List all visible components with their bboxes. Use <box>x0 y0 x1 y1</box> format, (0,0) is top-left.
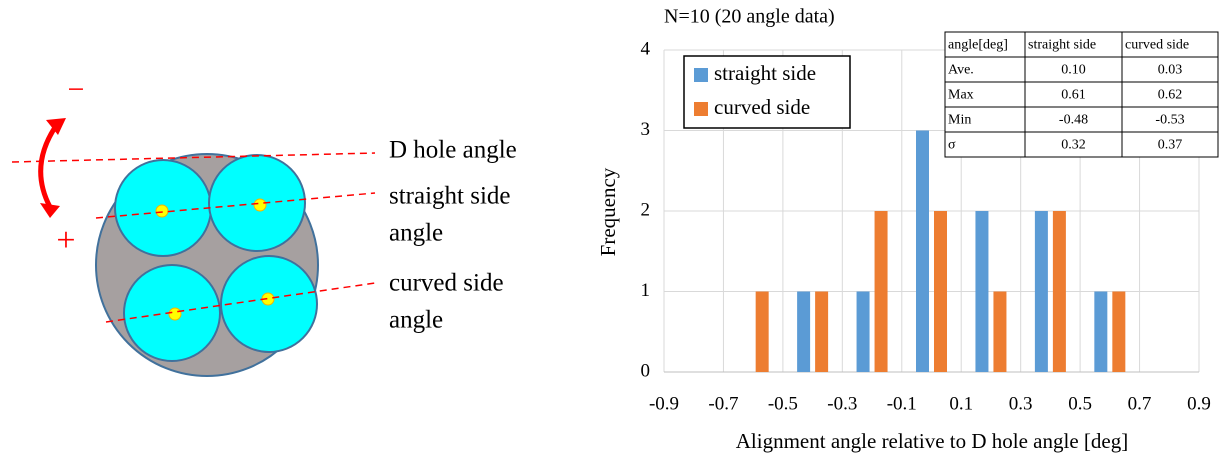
rotation-arrow <box>38 121 61 209</box>
x-tick-label: -0.3 <box>827 393 857 414</box>
bar <box>874 211 888 372</box>
table-cell: -0.53 <box>1155 113 1184 128</box>
bar <box>993 291 1007 372</box>
table-cell: 0.32 <box>1061 138 1086 153</box>
minus-sign: − <box>68 73 85 106</box>
plus-sign: + <box>56 222 75 259</box>
bar <box>856 291 870 372</box>
core <box>155 204 169 218</box>
curved-line <box>105 282 376 323</box>
legend-swatch <box>694 68 708 82</box>
d-hole-line <box>11 152 376 163</box>
bar <box>1052 211 1066 372</box>
legend-label: straight side <box>714 61 816 85</box>
table-cell: straight side <box>1028 38 1096 53</box>
x-axis-label: Alignment angle relative to D hole angle… <box>736 429 1128 453</box>
table-cell: -0.48 <box>1059 113 1088 128</box>
table-cell: angle[deg] <box>948 38 1008 53</box>
y-tick-label: 3 <box>641 119 651 140</box>
y-axis-label: Frequency <box>596 167 620 256</box>
x-tick-label: -0.1 <box>887 393 917 414</box>
table-cell: 0.61 <box>1061 88 1086 103</box>
bar <box>975 211 989 372</box>
bar <box>934 211 947 372</box>
table-cell: Ave. <box>948 63 974 78</box>
x-tick-label: -0.9 <box>649 393 679 414</box>
y-tick-label: 4 <box>641 38 651 59</box>
legend-box <box>683 55 851 129</box>
table-cell: curved side <box>1125 38 1189 53</box>
label: curved side <box>389 270 504 297</box>
x-tick-label: 0.5 <box>1068 393 1092 414</box>
table-cell: σ <box>948 138 956 153</box>
label: D hole angle <box>389 137 517 164</box>
bar <box>755 291 769 372</box>
straight-line <box>95 192 376 219</box>
bar <box>916 130 929 372</box>
core <box>253 198 267 212</box>
legend-label: curved side <box>714 95 810 119</box>
x-tick-label: 0.9 <box>1187 393 1211 414</box>
label: angle <box>389 220 443 247</box>
table-cell: Min <box>948 113 971 128</box>
label: straight side <box>389 183 511 210</box>
table-cell: 0.10 <box>1061 63 1086 78</box>
x-tick-label: -0.5 <box>768 393 798 414</box>
table-cell: 0.03 <box>1158 63 1183 78</box>
label: angle <box>389 307 443 334</box>
table-cell: 0.37 <box>1158 138 1183 153</box>
bar <box>1034 211 1048 372</box>
table-cell: Max <box>948 88 974 103</box>
bar <box>1112 291 1126 372</box>
core <box>168 307 182 321</box>
y-tick-label: 0 <box>641 360 651 381</box>
x-tick-label: 0.1 <box>949 393 973 414</box>
chart-title: N=10 (20 angle data) <box>664 6 835 28</box>
bar <box>797 291 811 372</box>
table-bg <box>944 31 1219 158</box>
table-cell: 0.62 <box>1158 88 1183 103</box>
y-tick-label: 2 <box>641 199 651 220</box>
legend-swatch <box>694 102 708 116</box>
arrow-head <box>40 203 60 218</box>
x-tick-label: -0.7 <box>708 393 738 414</box>
y-tick-label: 1 <box>641 280 651 301</box>
x-tick-label: 0.7 <box>1128 393 1152 414</box>
diagram: − + D hole angle straight side angle cur… <box>11 73 517 377</box>
x-tick-label: 0.3 <box>1009 393 1033 414</box>
bar <box>815 291 829 372</box>
bar <box>1094 291 1108 372</box>
arrow-head <box>46 118 66 135</box>
